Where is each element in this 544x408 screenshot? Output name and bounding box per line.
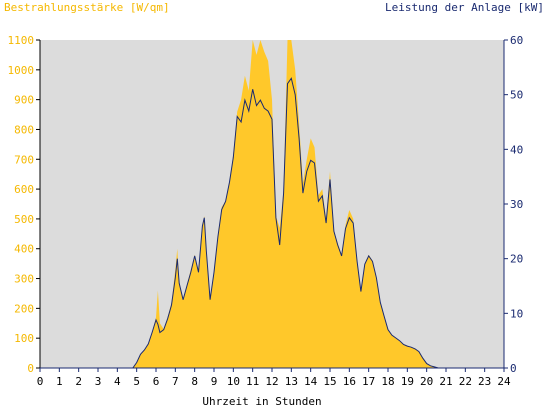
x-tick-label: 18 — [381, 375, 394, 388]
right-tick-label: 30 — [510, 198, 523, 211]
left-tick-label: 600 — [14, 183, 34, 196]
right-tick-label: 0 — [510, 362, 517, 375]
x-tick-label: 2 — [75, 375, 82, 388]
x-axis-label: Uhrzeit in Stunden — [202, 395, 321, 408]
right-tick-label: 50 — [510, 89, 523, 102]
x-tick-label: 6 — [153, 375, 160, 388]
left-tick-label: 900 — [14, 94, 34, 107]
x-tick-label: 19 — [401, 375, 414, 388]
chart-title-left: Bestrahlungsstärke [W/qm] — [4, 1, 170, 14]
left-tick-label: 300 — [14, 273, 34, 286]
left-tick-label: 500 — [14, 213, 34, 226]
x-tick-label: 13 — [285, 375, 298, 388]
power-line — [40, 77, 504, 369]
right-axis-ticks: 0 10 20 30 40 50 60 — [504, 34, 523, 375]
right-tick-label: 40 — [510, 143, 523, 156]
x-tick-label: 5 — [133, 375, 140, 388]
chart-title-right: Leistung der Anlage [kW] — [385, 1, 544, 14]
left-axis-ticks: 0 100 200 300 400 500 600 700 800 900 1000 1100 — [8, 34, 40, 375]
left-tick-label: 1100 — [8, 34, 35, 47]
x-tick-label: 10 — [227, 375, 240, 388]
x-tick-label: 14 — [304, 375, 318, 388]
x-tick-label: 17 — [362, 375, 375, 388]
x-tick-label: 24 — [497, 375, 511, 388]
left-tick-label: 0 — [27, 362, 34, 375]
x-tick-label: 11 — [246, 375, 259, 388]
x-tick-label: 20 — [420, 375, 433, 388]
irradiance-area — [40, 40, 504, 368]
x-tick-label: 15 — [323, 375, 336, 388]
x-tick-label: 0 — [37, 375, 44, 388]
right-tick-label: 20 — [510, 253, 523, 266]
left-tick-label: 800 — [14, 123, 34, 136]
left-tick-label: 700 — [14, 153, 34, 166]
left-tick-label: 400 — [14, 243, 34, 256]
x-tick-label: 21 — [439, 375, 452, 388]
right-tick-label: 60 — [510, 34, 523, 47]
left-tick-label: 200 — [14, 302, 34, 315]
x-tick-label: 12 — [265, 375, 278, 388]
x-tick-label: 3 — [95, 375, 102, 388]
x-tick-label: 7 — [172, 375, 179, 388]
left-tick-label: 1000 — [8, 64, 35, 77]
left-tick-label: 100 — [14, 332, 34, 345]
x-tick-label: 4 — [114, 375, 121, 388]
x-axis-ticks: 0 1 2 3 4 5 6 7 8 9 10 11 12 13 14 15 16 17 18 19 20 21 22 23 24 — [37, 368, 511, 388]
x-tick-label: 22 — [459, 375, 472, 388]
right-tick-label: 10 — [510, 307, 523, 320]
x-tick-label: 8 — [191, 375, 198, 388]
x-tick-label: 9 — [211, 375, 218, 388]
x-tick-label: 16 — [343, 375, 356, 388]
x-tick-label: 1 — [56, 375, 63, 388]
x-tick-label: 23 — [478, 375, 491, 388]
